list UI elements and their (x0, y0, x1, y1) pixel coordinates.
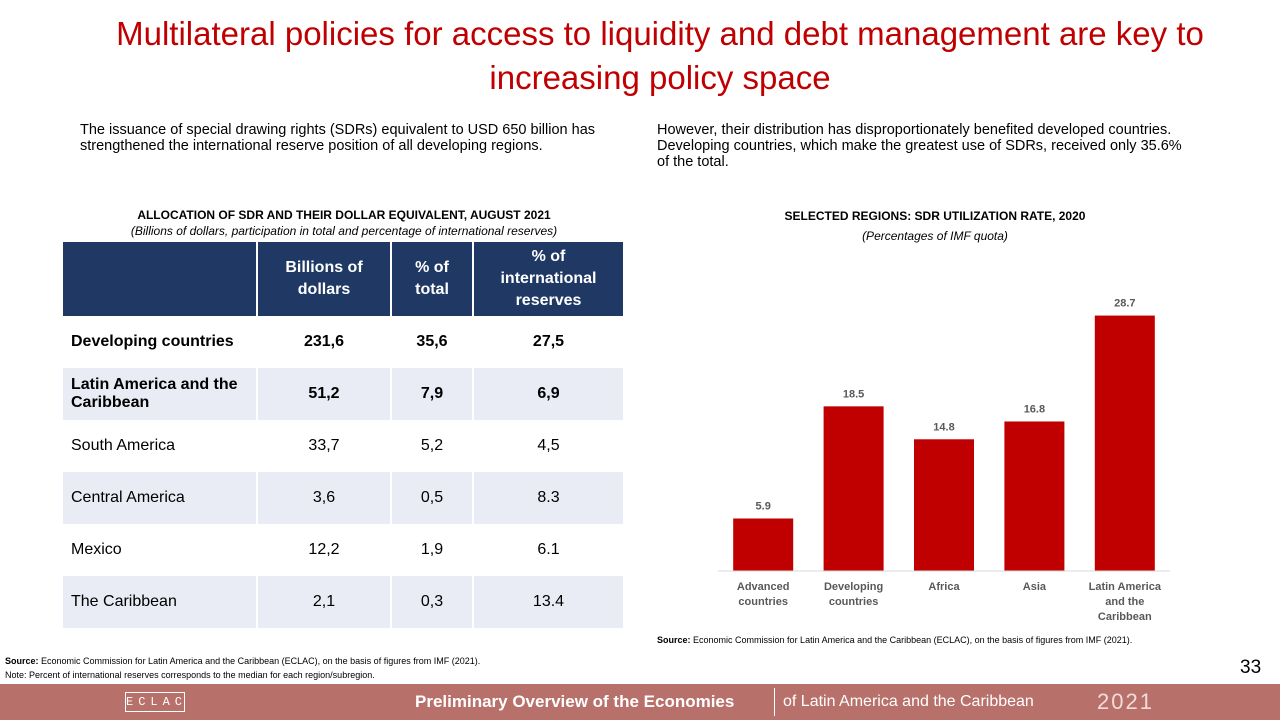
table-cell: 1,9 (391, 524, 474, 576)
table-cell: The Caribbean (63, 576, 258, 628)
data-label: 5.9 (756, 500, 771, 512)
chart-source: Source: Economic Commission for Latin Am… (657, 635, 1132, 645)
header-cell: % of total (391, 242, 474, 316)
data-label: 28.7 (1114, 298, 1135, 310)
footer-year: 2021 (1097, 689, 1154, 714)
footer-subtitle: of Latin America and the Caribbean (783, 693, 1034, 710)
slide-title: Multilateral policies for access to liqu… (116, 15, 1204, 96)
header-cell (63, 242, 258, 316)
table-cell: 35,6 (391, 316, 474, 368)
header-row: Billions of dollars% of total% of intern… (63, 242, 625, 316)
bar (1094, 315, 1155, 571)
bar (914, 439, 974, 571)
table-cell: 3,6 (257, 472, 392, 524)
source-label: Source: (5, 656, 39, 666)
source-text: Economic Commission for Latin America an… (693, 635, 1133, 645)
x-tick-label: Africa (928, 581, 960, 593)
table-note: Note: Percent of international reserves … (5, 670, 375, 680)
table-cell: 231,6 (257, 316, 392, 368)
x-tick-label: Advanced countries (736, 581, 790, 608)
table-title: ALLOCATION OF SDR AND THEIR DOLLAR EQUIV… (137, 208, 551, 222)
table-row: Latin America and the Caribbean 51,2 7,9 6,… (63, 368, 625, 420)
header-cell: % of international reserves (473, 242, 625, 316)
page-number: 33 (1240, 657, 1262, 678)
table-cell: 13.4 (473, 576, 625, 628)
table-cell: Mexico (63, 524, 258, 576)
x-tick-label: Asia (1022, 581, 1047, 593)
source-label: Source: (657, 635, 691, 645)
footer-divider (774, 688, 775, 716)
table-cell: 6,9 (473, 368, 625, 420)
table-row: South America 33,7 5,2 4,5 (63, 420, 625, 472)
table-cell: 2,1 (257, 576, 392, 628)
x-tick-label: Developing countries (823, 581, 884, 608)
data-label: 14.8 (933, 421, 954, 433)
table-row: Central America 3,6 0,5 8.3 (63, 472, 625, 524)
data-label: 16.8 (1024, 403, 1045, 415)
table-cell: 0,5 (391, 472, 474, 524)
table-cell: 27,5 (473, 316, 625, 368)
right-text: However, their distribution has dispropo… (657, 122, 1182, 170)
table-cell: South America (63, 420, 258, 472)
table-subtitle: (Billions of dollars, participation in t… (130, 224, 558, 238)
table: Billions of dollars% of total% of intern… (63, 242, 625, 628)
table-cell: 12,2 (257, 524, 392, 576)
table-row: The Caribbean 2,1 0,3 13.4 (63, 576, 625, 628)
x-tick-label: Latin America and the Caribbean (1088, 581, 1161, 623)
left-text: The issuance of special drawing rights (… (80, 122, 596, 154)
footer-bar: ECLAC Preliminary Overview of the Econom… (0, 684, 1280, 720)
footer-title: Preliminary Overview of the Economies (415, 692, 735, 711)
logo: ECLAC (125, 692, 185, 712)
table-cell: Developing countries (63, 316, 258, 368)
bar (733, 518, 794, 571)
table-cell: 0,3 (391, 576, 474, 628)
table-cell: 7,9 (391, 368, 474, 420)
chart-subtitle: (Percentages of IMF quota) (862, 229, 1008, 243)
table-cell: Central America (63, 472, 258, 524)
data-label: 18.5 (843, 388, 864, 400)
table-cell: 51,2 (257, 368, 392, 420)
table-cell: 8.3 (473, 472, 625, 524)
table-source: Source: Economic Commission for Latin Am… (5, 656, 480, 666)
header-cell: Billions of dollars (257, 242, 392, 316)
table-cell: 5,2 (391, 420, 474, 472)
table-row: Mexico 12,2 1,9 6.1 (63, 524, 625, 576)
table-cell: 6.1 (473, 524, 625, 576)
source-text: Economic Commission for Latin America an… (41, 656, 481, 666)
chart-title: SELECTED REGIONS: SDR UTILIZATION RATE, … (784, 209, 1086, 223)
bar (823, 406, 884, 571)
table-row: Developing countries 231,6 35,6 27,5 (63, 316, 625, 368)
table-cell: 4,5 (473, 420, 625, 472)
table-cell: Latin America and the Caribbean (63, 368, 258, 420)
table-cell: 33,7 (257, 420, 392, 472)
bar (1004, 421, 1065, 571)
